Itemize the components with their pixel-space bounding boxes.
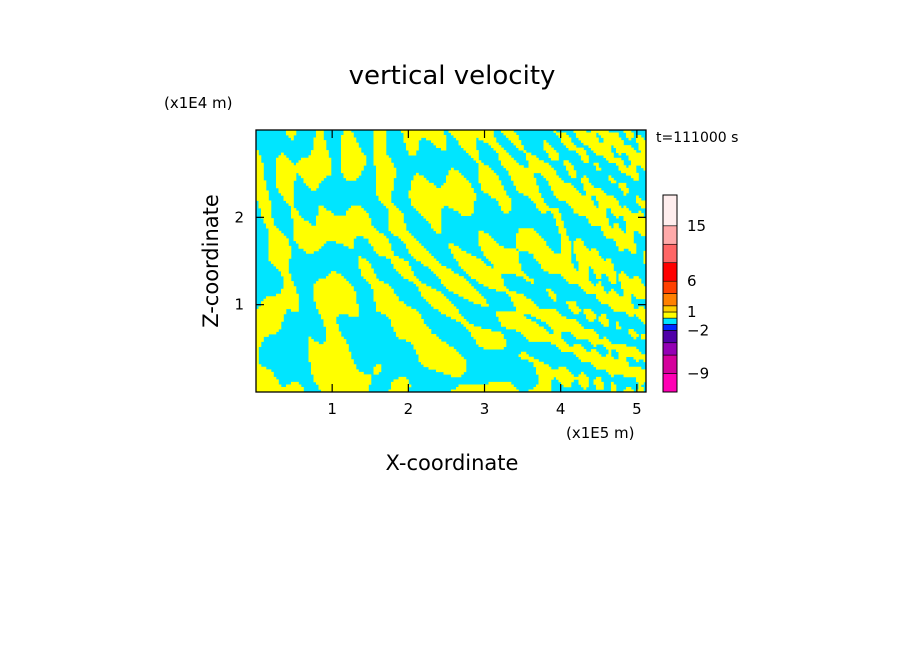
- y-tick-label: 1: [234, 296, 244, 314]
- x-tick-label: 2: [404, 400, 414, 418]
- colorbar-swatch: [662, 330, 678, 344]
- velocity-field: [256, 130, 646, 392]
- x-axis-ticks: 1 2 3 4 5: [327, 130, 642, 418]
- colorbar-swatch: [662, 305, 678, 313]
- x-tick-label: 1: [327, 400, 337, 418]
- x-tick-label: 3: [480, 400, 490, 418]
- updraft-region: [256, 130, 646, 392]
- colorbar-tick-label: 1: [687, 303, 697, 321]
- y-unit-label: (x1E4 m): [164, 94, 233, 112]
- y-axis-ticks: 12: [234, 208, 646, 314]
- time-label: t=111000 s: [656, 130, 738, 146]
- x-axis-title: X-coordinate: [386, 451, 519, 475]
- colorbar: 15 6 1−2 −9: [662, 194, 709, 393]
- colorbar-swatch: [662, 317, 678, 325]
- colorbar-tick-label: 15: [687, 217, 706, 235]
- colorbar-swatch: [662, 280, 678, 294]
- colorbar-swatch: [662, 293, 678, 307]
- chart-title: vertical velocity: [349, 61, 556, 91]
- colorbar-swatch: [662, 311, 678, 319]
- colorbar-swatch: [662, 342, 678, 356]
- colorbar-swatch: [662, 262, 678, 282]
- colorbar-swatch: [662, 373, 678, 393]
- y-axis-title: Z-coordinate: [199, 194, 223, 328]
- colorbar-swatch: [662, 243, 678, 264]
- x-unit-label: (x1E5 m): [566, 424, 635, 442]
- colorbar-frame: [662, 194, 678, 393]
- plot-frame: [255, 129, 647, 393]
- colorbar-tick-label: 6: [687, 272, 697, 290]
- colorbar-swatch: [662, 354, 678, 374]
- colorbar-swatch: [662, 194, 678, 227]
- x-tick-label: 4: [556, 400, 566, 418]
- colorbar-swatch: [662, 225, 678, 245]
- colorbar-swatch: [662, 323, 678, 331]
- x-tick-label: 5: [632, 400, 642, 418]
- y-tick-label: 2: [234, 208, 244, 226]
- colorbar-tick-label: −9: [687, 365, 709, 383]
- colorbar-tick-label: −2: [687, 321, 709, 339]
